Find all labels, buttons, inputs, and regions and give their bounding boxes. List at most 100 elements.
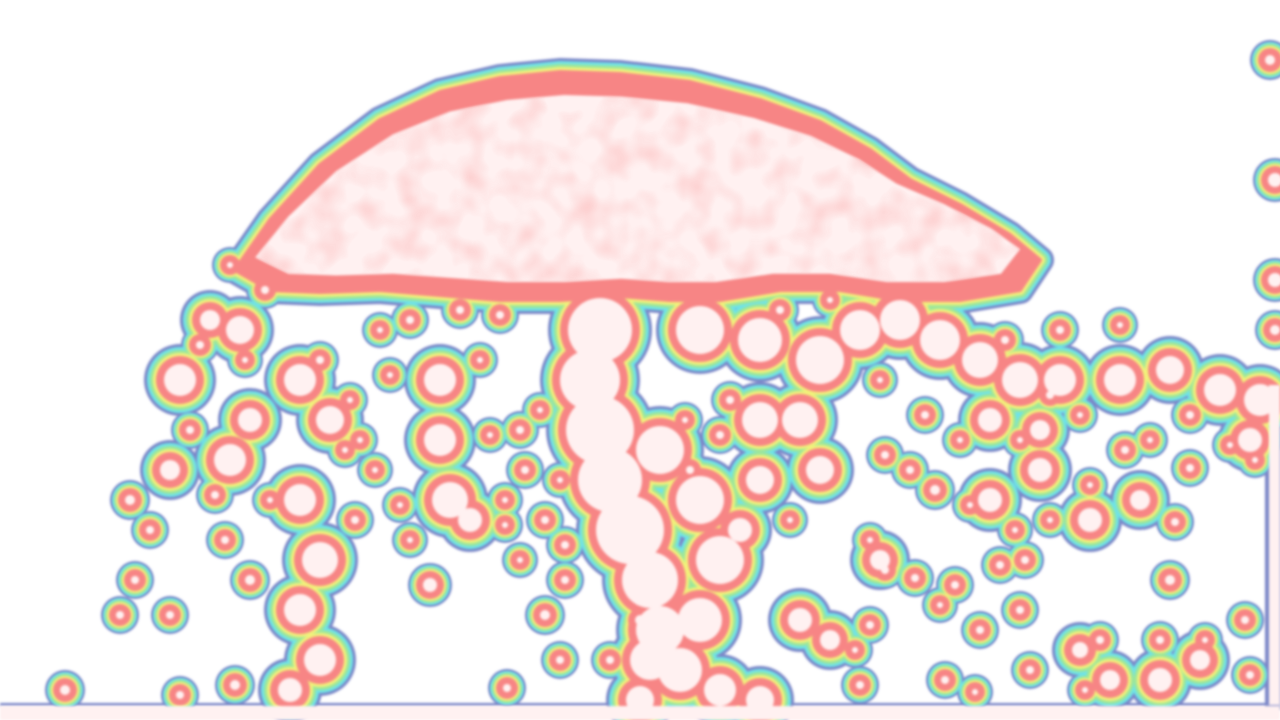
heatmap-blob xyxy=(906,466,914,474)
heatmap-blob xyxy=(568,298,632,362)
heatmap-blob xyxy=(561,541,569,549)
heatmap-blob xyxy=(166,611,174,619)
heatmap-blob xyxy=(1016,606,1024,614)
heatmap-blob xyxy=(881,566,889,574)
heatmap-blob xyxy=(1165,575,1175,585)
heatmap-blob xyxy=(1026,666,1034,674)
heatmap-blob xyxy=(316,356,324,364)
heatmap-blob xyxy=(502,522,508,528)
heatmap-blob xyxy=(1087,482,1093,488)
heatmap-blob xyxy=(1078,508,1102,532)
heatmap-blob xyxy=(1148,668,1172,692)
heatmap-blob xyxy=(261,286,269,294)
heatmap-blob xyxy=(704,674,736,706)
heatmap-blob xyxy=(682,417,688,423)
heatmap-blob xyxy=(676,476,724,524)
heatmap-blob xyxy=(496,311,504,319)
heatmap-blob xyxy=(1121,446,1129,454)
heatmap-blob xyxy=(738,318,782,362)
heatmap-blob xyxy=(1227,442,1233,448)
heatmap-blob xyxy=(200,310,220,330)
heatmap-blob xyxy=(1246,671,1254,679)
heatmap-floor xyxy=(0,706,1280,720)
heatmap-blob xyxy=(487,432,493,438)
heatmap-blob xyxy=(776,306,784,314)
heatmap-blob xyxy=(284,594,316,626)
heatmap-blob xyxy=(976,626,984,634)
heatmap-blob xyxy=(1072,642,1088,658)
heatmap-blob xyxy=(186,426,194,434)
heatmap-blob xyxy=(245,575,255,585)
heatmap-blob xyxy=(316,406,344,434)
heatmap-blob xyxy=(1117,322,1123,328)
heatmap-blob xyxy=(870,550,890,570)
heatmap-blob xyxy=(164,364,196,396)
heatmap-blob xyxy=(856,681,864,689)
heatmap-blob xyxy=(160,460,180,480)
heatmap-blob xyxy=(827,297,833,303)
heatmap-blob xyxy=(1252,457,1258,463)
heatmap-blob xyxy=(1047,517,1053,523)
heatmap-blob xyxy=(678,598,722,642)
heatmap-blob xyxy=(746,466,774,494)
heatmap-blob xyxy=(432,482,468,518)
heatmap-blob xyxy=(211,491,219,499)
heatmap-blob xyxy=(852,647,858,653)
heatmap-blob xyxy=(972,689,978,695)
heatmap-blob xyxy=(456,306,464,314)
heatmap-blob xyxy=(1265,55,1275,65)
heatmap-blob xyxy=(1186,464,1194,472)
heatmap-blob xyxy=(676,306,724,354)
heatmap-blob xyxy=(1202,637,1208,643)
heatmap-blob xyxy=(636,426,684,474)
heatmap-blob xyxy=(1046,391,1054,399)
heatmap-blob xyxy=(742,402,778,438)
heatmap-blob xyxy=(937,602,943,608)
heatmap-blob xyxy=(1147,437,1153,443)
heatmap-blob xyxy=(881,451,889,459)
heatmap-blob xyxy=(561,576,569,584)
heatmap-blob xyxy=(242,357,248,363)
heatmap-blob xyxy=(1001,336,1009,344)
heatmap-blob xyxy=(1204,374,1236,406)
heatmap-blob xyxy=(1268,173,1280,187)
heatmap-blob xyxy=(347,397,353,403)
heatmap-blob xyxy=(686,466,694,474)
heatmap-blob xyxy=(578,448,642,512)
heatmap-blob xyxy=(787,517,793,523)
heatmap-blob xyxy=(387,372,393,378)
heatmap-blob xyxy=(227,262,233,268)
heatmap-blob xyxy=(521,466,529,474)
heatmap-blob xyxy=(566,396,634,464)
heatmap-blob xyxy=(820,630,840,650)
heatmap-blob xyxy=(1077,412,1083,418)
heatmap-blob xyxy=(238,408,262,432)
heatmap-blob xyxy=(407,537,413,543)
heatmap-blob xyxy=(278,678,302,702)
heatmap-blob xyxy=(214,444,246,476)
heatmap-blob xyxy=(406,316,414,324)
heatmap-blob xyxy=(1130,490,1150,510)
heatmap-blob xyxy=(60,685,70,695)
heatmap-blob xyxy=(1056,326,1064,334)
heatmap-blob xyxy=(996,561,1004,569)
heatmap-blob xyxy=(1268,273,1280,287)
heatmap-blob xyxy=(962,342,998,378)
heatmap-blob xyxy=(284,484,316,516)
heatmap-blob xyxy=(1238,428,1262,452)
heatmap-blob xyxy=(540,610,550,620)
heatmap-blob xyxy=(1156,636,1164,644)
heatmap-blob xyxy=(1241,616,1249,624)
heatmap-blob xyxy=(342,447,348,453)
heatmap-blob xyxy=(221,536,229,544)
heatmap-blob xyxy=(226,316,254,344)
heatmap-blob xyxy=(867,537,873,543)
heatmap-blob xyxy=(920,320,960,360)
heatmap-blob xyxy=(516,426,524,434)
heatmap-blob xyxy=(877,377,883,383)
heatmap-blob xyxy=(230,680,240,690)
heatmap-blob xyxy=(541,516,549,524)
heatmap-blob xyxy=(796,336,844,384)
